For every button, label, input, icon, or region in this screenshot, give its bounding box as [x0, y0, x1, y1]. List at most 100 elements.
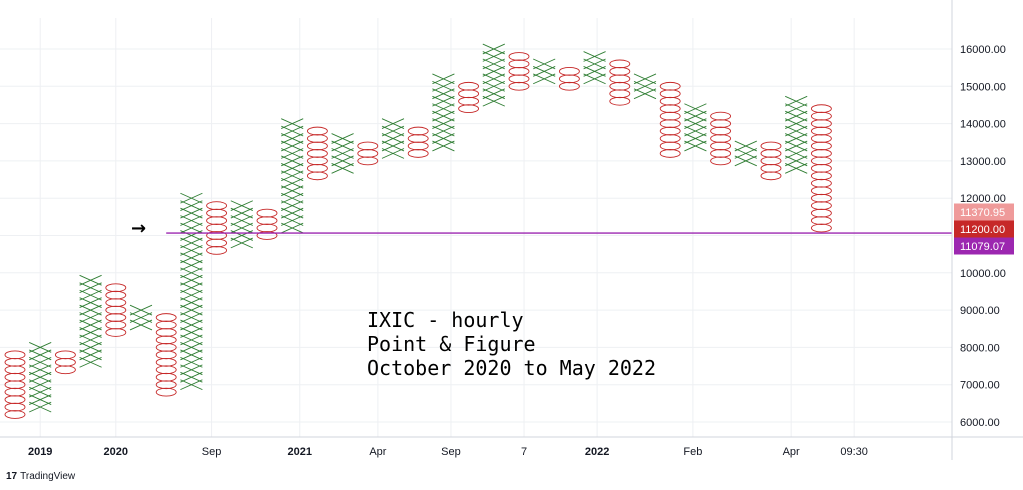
price-axis[interactable]: 16000.00 15000.00 14000.00 13000.00 12000.00… [960, 44, 1006, 429]
x-stroke [180, 200, 203, 212]
x-stroke [533, 58, 556, 70]
x-stroke [180, 282, 203, 294]
x-mark [432, 140, 455, 152]
x-mark [381, 140, 405, 152]
o-mark [810, 171, 832, 181]
o-column [54, 350, 76, 375]
o-mark [54, 350, 76, 360]
o-column [407, 126, 429, 158]
tradingview-brand[interactable]: 17 TradingView [6, 471, 75, 482]
o-mark [4, 402, 26, 412]
x-stroke [129, 319, 153, 331]
o-mark [810, 216, 832, 225]
o-mark [306, 149, 328, 158]
x-mark [281, 192, 304, 204]
o-mark [155, 335, 177, 345]
x-mark [180, 364, 203, 376]
x-mark [79, 342, 102, 353]
o-mark [659, 141, 681, 151]
x-mark [432, 95, 455, 107]
o-mark [810, 126, 832, 136]
time-axis[interactable]: 2019 2020 Sep 2021 Apr Sep 7 2022 Feb Apr 09:30 [28, 446, 868, 458]
o-mark [407, 149, 429, 158]
o-mark [659, 96, 681, 106]
x-stroke [230, 215, 253, 226]
chart-overlay: → [131, 218, 952, 239]
x-stroke [482, 73, 505, 85]
tradingview-logo-icon: 17 [6, 471, 18, 482]
x-mark [29, 379, 52, 391]
x-column [381, 118, 405, 159]
o-mark [810, 208, 832, 218]
o-column [810, 104, 832, 233]
o-mark [659, 104, 681, 114]
x-stroke [180, 192, 203, 204]
x-mark [281, 118, 304, 129]
x-stroke [180, 245, 203, 256]
x-mark [331, 155, 354, 167]
x-stroke [381, 133, 405, 144]
x-stroke [785, 118, 808, 129]
x-stroke [180, 327, 203, 338]
x-mark [381, 148, 405, 159]
arrow-icon: → [131, 218, 146, 239]
x-stroke [785, 95, 808, 107]
o-mark [810, 111, 832, 121]
x-stroke [281, 140, 304, 152]
x-stroke [29, 349, 52, 361]
o-mark [609, 96, 631, 106]
x-stroke [180, 207, 203, 219]
x-column [432, 73, 455, 152]
x-stroke [281, 155, 304, 167]
x-stroke [230, 207, 253, 219]
y-tick-label: 10000.00 [960, 268, 1006, 280]
x-column [180, 192, 203, 391]
x-stroke [381, 148, 405, 159]
x-column [230, 200, 253, 249]
y-tick-label: 6000.00 [960, 417, 1000, 429]
x-stroke [29, 356, 52, 368]
x-mark [381, 133, 405, 144]
x-stroke [482, 51, 505, 62]
o-mark [810, 149, 832, 158]
x-mark [281, 185, 304, 197]
x-stroke [180, 252, 203, 264]
x-mark [482, 88, 505, 100]
x-stroke [129, 312, 153, 323]
x-mark [583, 51, 606, 62]
x-mark [79, 356, 102, 368]
x-mark [684, 118, 707, 129]
x-stroke [180, 342, 203, 353]
x-stroke [734, 140, 757, 152]
o-column [155, 313, 177, 397]
o-column [206, 201, 228, 255]
o-mark [4, 372, 26, 382]
price-badges: 11370.95 11200.00 11079.07 [954, 203, 1014, 255]
y-tick-label: 7000.00 [960, 380, 1000, 392]
x-mark [482, 73, 505, 85]
pnf-columns [4, 43, 832, 419]
o-mark [810, 223, 832, 233]
o-mark [810, 201, 832, 211]
price-badge-bg [954, 237, 1014, 255]
o-mark [206, 246, 228, 255]
price-badge-label: 11370.95 [960, 207, 1005, 219]
x-column [129, 304, 153, 331]
x-mark [180, 274, 203, 286]
o-mark [407, 126, 429, 136]
x-stroke [785, 103, 808, 115]
x-stroke [180, 364, 203, 376]
x-stroke [281, 215, 304, 226]
o-mark [206, 201, 228, 211]
o-mark [810, 141, 832, 151]
x-mark [180, 207, 203, 219]
x-stroke [281, 192, 304, 204]
x-mark [331, 163, 354, 174]
x-mark [79, 312, 102, 323]
x-stroke [432, 80, 455, 92]
x-stroke [331, 133, 354, 144]
o-mark [155, 320, 177, 330]
o-mark [155, 313, 177, 322]
o-mark [710, 134, 732, 143]
x-mark [432, 118, 455, 129]
